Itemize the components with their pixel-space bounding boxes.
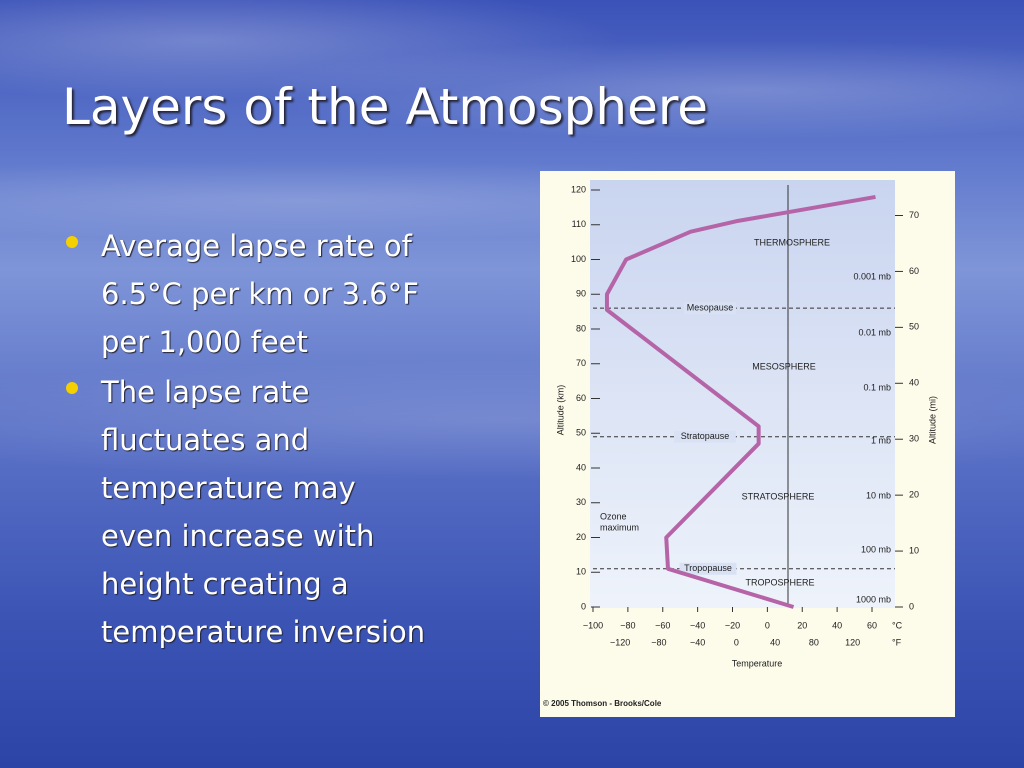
y2-tick-label: 70 bbox=[909, 210, 919, 220]
y2-tick-label: 50 bbox=[909, 322, 919, 332]
y2-tick-label: 40 bbox=[909, 378, 919, 388]
x-tick-label: 40 bbox=[832, 620, 842, 630]
bullet-line: Average lapse rate of bbox=[101, 229, 412, 263]
y-tick-label: 30 bbox=[576, 497, 586, 507]
bullet-line: height creating a bbox=[101, 567, 349, 601]
x-unit: °C bbox=[892, 620, 903, 630]
annotation: maximum bbox=[600, 522, 639, 532]
y-tick-label: 0 bbox=[581, 601, 586, 611]
bullet-line: per 1,000 feet bbox=[101, 325, 308, 359]
label-bg bbox=[674, 430, 736, 443]
y2-tick-label: 60 bbox=[909, 266, 919, 276]
x-axis-label: Temperature bbox=[732, 658, 783, 668]
x-tick-label: 0 bbox=[765, 620, 770, 630]
bullet: Average lapse rate of 6.5°C per km or 3.6… bbox=[64, 222, 425, 366]
temperature-line bbox=[604, 194, 876, 609]
y-tick-label: 60 bbox=[576, 393, 586, 403]
y-tick-label: 120 bbox=[571, 184, 586, 194]
y2-tick-label: 0 bbox=[909, 601, 914, 611]
x2-tick-label: 120 bbox=[845, 637, 860, 647]
x-tick-label: −60 bbox=[655, 620, 670, 630]
label-bg bbox=[683, 302, 737, 315]
x-tick-label: −20 bbox=[725, 620, 740, 630]
layer-label: MESOSPHERE bbox=[752, 361, 816, 371]
y2-tick-label: 20 bbox=[909, 490, 919, 500]
layer-label: STRATOSPHERE bbox=[742, 491, 815, 501]
x-tick-label: −100 bbox=[583, 620, 603, 630]
pressure-label: 0.01 mb bbox=[858, 327, 891, 337]
bullet: The lapse rate fluctuates and temperature … bbox=[64, 368, 425, 656]
pressure-label: 0.001 mb bbox=[853, 271, 891, 281]
y-tick-label: 50 bbox=[576, 428, 586, 438]
y-tick-label: 10 bbox=[576, 567, 586, 577]
boundary-label: Mesopause bbox=[687, 303, 734, 313]
y-axis-label: Altitude (km) bbox=[555, 385, 565, 436]
credit: © 2005 Thomson - Brooks/Cole bbox=[543, 699, 662, 708]
x2-unit: °F bbox=[892, 637, 902, 647]
y-tick-label: 80 bbox=[576, 323, 586, 333]
x-tick-label: −40 bbox=[690, 620, 705, 630]
y-tick-label: 20 bbox=[576, 532, 586, 542]
annotation: Ozone bbox=[600, 511, 627, 521]
y-tick-label: 100 bbox=[571, 254, 586, 264]
pressure-label: 100 mb bbox=[861, 544, 891, 554]
y-tick-label: 90 bbox=[576, 289, 586, 299]
boundary-label: Tropopause bbox=[684, 563, 732, 573]
plot-area bbox=[590, 180, 895, 608]
bullet-line: 6.5°C per km or 3.6°F bbox=[101, 277, 419, 311]
bullet-line: The lapse rate bbox=[101, 375, 310, 409]
pressure-label: 1000 mb bbox=[856, 594, 891, 604]
bullet-line: fluctuates and bbox=[101, 423, 310, 457]
bullet-line: even increase with bbox=[101, 519, 375, 553]
y-tick-label: 110 bbox=[572, 219, 586, 229]
pressure-label: 1 mb bbox=[871, 435, 891, 445]
x2-tick-label: 80 bbox=[809, 637, 819, 647]
x2-tick-label: −80 bbox=[651, 637, 666, 647]
x-tick-label: −80 bbox=[620, 620, 635, 630]
pressure-label: 10 mb bbox=[866, 490, 891, 500]
boundary-label: Stratopause bbox=[681, 431, 730, 441]
pressure-label: 0.1 mb bbox=[863, 382, 891, 392]
x2-tick-label: 0 bbox=[734, 637, 739, 647]
y2-tick-label: 30 bbox=[909, 434, 919, 444]
slide-title: Layers of the Atmosphere bbox=[62, 78, 709, 136]
y2-tick-label: 10 bbox=[909, 545, 919, 555]
bullet-line: temperature may bbox=[101, 471, 356, 505]
bullet-list: Average lapse rate of 6.5°C per km or 3.6… bbox=[64, 222, 425, 658]
x2-tick-label: 40 bbox=[770, 637, 780, 647]
y2-axis-label: Altitude (mi) bbox=[927, 396, 937, 444]
label-bg bbox=[679, 562, 737, 575]
layer-label: THERMOSPHERE bbox=[754, 237, 830, 247]
bullet-line: temperature inversion bbox=[101, 615, 426, 649]
layer-label: TROPOSPHERE bbox=[745, 577, 814, 587]
x2-tick-label: −120 bbox=[610, 637, 630, 647]
y-tick-label: 40 bbox=[576, 462, 586, 472]
y-tick-label: 70 bbox=[576, 358, 586, 368]
x-tick-label: 20 bbox=[797, 620, 807, 630]
x-tick-label: 60 bbox=[867, 620, 877, 630]
x2-tick-label: −40 bbox=[690, 637, 705, 647]
